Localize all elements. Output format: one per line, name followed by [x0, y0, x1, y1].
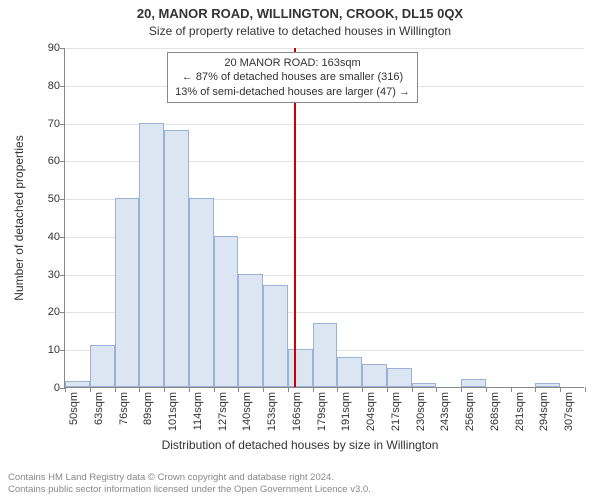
annotation-line: ← 87% of detached houses are smaller (31…: [175, 70, 410, 84]
histogram-bar: [337, 357, 362, 387]
xtick-label: 230sqm: [415, 392, 427, 431]
ytick-label: 0: [36, 382, 60, 394]
ytick-mark: [60, 350, 65, 351]
ytick-mark: [60, 161, 65, 162]
annotation-line: 13% of semi-detached houses are larger (…: [175, 85, 410, 99]
xtick-label: 281sqm: [514, 392, 526, 431]
ytick-label: 70: [36, 118, 60, 130]
ytick-label: 50: [36, 193, 60, 205]
xtick-mark: [214, 387, 215, 392]
histogram-bar: [535, 383, 560, 387]
ytick-mark: [60, 86, 65, 87]
xtick-mark: [461, 387, 462, 392]
xtick-mark: [238, 387, 239, 392]
gridline: [65, 48, 584, 49]
ytick-mark: [60, 199, 65, 200]
ytick-label: 60: [36, 155, 60, 167]
xtick-label: 50sqm: [68, 392, 80, 425]
y-axis-label: Number of detached properties: [12, 135, 26, 300]
footer-line-2: Contains public sector information licen…: [8, 484, 371, 496]
xtick-mark: [139, 387, 140, 392]
xtick-label: 268sqm: [489, 392, 501, 431]
xtick-label: 63sqm: [93, 392, 105, 425]
xtick-label: 89sqm: [142, 392, 154, 425]
xtick-mark: [65, 387, 66, 392]
xtick-label: 179sqm: [316, 392, 328, 431]
xtick-mark: [90, 387, 91, 392]
ytick-mark: [60, 237, 65, 238]
xtick-mark: [436, 387, 437, 392]
xtick-mark: [362, 387, 363, 392]
xtick-mark: [585, 387, 586, 392]
xtick-mark: [313, 387, 314, 392]
xtick-mark: [511, 387, 512, 392]
annotation-line: 20 MANOR ROAD: 163sqm: [175, 56, 410, 70]
histogram-bar: [115, 198, 140, 387]
xtick-mark: [337, 387, 338, 392]
histogram-bar: [288, 349, 313, 387]
ytick-label: 10: [36, 344, 60, 356]
histogram-bar: [189, 198, 214, 387]
ytick-mark: [60, 275, 65, 276]
xtick-label: 166sqm: [291, 392, 303, 431]
xtick-label: 294sqm: [538, 392, 550, 431]
histogram-bar: [387, 368, 412, 387]
ytick-mark: [60, 312, 65, 313]
histogram-bar: [461, 379, 486, 387]
xtick-mark: [486, 387, 487, 392]
xtick-label: 243sqm: [439, 392, 451, 431]
xtick-mark: [115, 387, 116, 392]
footer-line-1: Contains HM Land Registry data © Crown c…: [8, 472, 371, 484]
chart-title: 20, MANOR ROAD, WILLINGTON, CROOK, DL15 …: [0, 6, 600, 21]
histogram-bar: [362, 364, 387, 387]
xtick-label: 153sqm: [266, 392, 278, 431]
ytick-mark: [60, 124, 65, 125]
histogram-bar: [139, 123, 164, 387]
chart-subtitle: Size of property relative to detached ho…: [0, 24, 600, 38]
ytick-label: 80: [36, 80, 60, 92]
histogram-bar: [412, 383, 437, 387]
histogram-bar: [214, 236, 239, 387]
histogram-bar: [313, 323, 338, 387]
annotation-box: 20 MANOR ROAD: 163sqm← 87% of detached h…: [167, 52, 418, 103]
xtick-mark: [560, 387, 561, 392]
footer-attribution: Contains HM Land Registry data © Crown c…: [8, 472, 371, 496]
xtick-label: 101sqm: [167, 392, 179, 431]
xtick-mark: [164, 387, 165, 392]
xtick-label: 217sqm: [390, 392, 402, 431]
xtick-mark: [189, 387, 190, 392]
xtick-label: 114sqm: [192, 392, 204, 430]
ytick-label: 20: [36, 306, 60, 318]
xtick-label: 127sqm: [217, 392, 229, 431]
histogram-bar: [65, 381, 90, 387]
xtick-label: 256sqm: [464, 392, 476, 431]
xtick-mark: [535, 387, 536, 392]
ytick-mark: [60, 48, 65, 49]
xtick-label: 204sqm: [365, 392, 377, 431]
histogram-bar: [238, 274, 263, 387]
xtick-label: 140sqm: [241, 392, 253, 431]
ytick-label: 30: [36, 269, 60, 281]
ytick-label: 90: [36, 42, 60, 54]
xtick-label: 191sqm: [340, 392, 352, 431]
histogram-bar: [164, 130, 189, 387]
xtick-label: 76sqm: [118, 392, 130, 425]
xtick-label: 307sqm: [563, 392, 575, 431]
ytick-label: 40: [36, 231, 60, 243]
xtick-mark: [288, 387, 289, 392]
xtick-mark: [387, 387, 388, 392]
xtick-mark: [412, 387, 413, 392]
chart-container: 20, MANOR ROAD, WILLINGTON, CROOK, DL15 …: [0, 0, 600, 500]
histogram-bar: [90, 345, 115, 387]
xtick-mark: [263, 387, 264, 392]
x-axis-label: Distribution of detached houses by size …: [0, 438, 600, 452]
histogram-bar: [263, 285, 288, 387]
